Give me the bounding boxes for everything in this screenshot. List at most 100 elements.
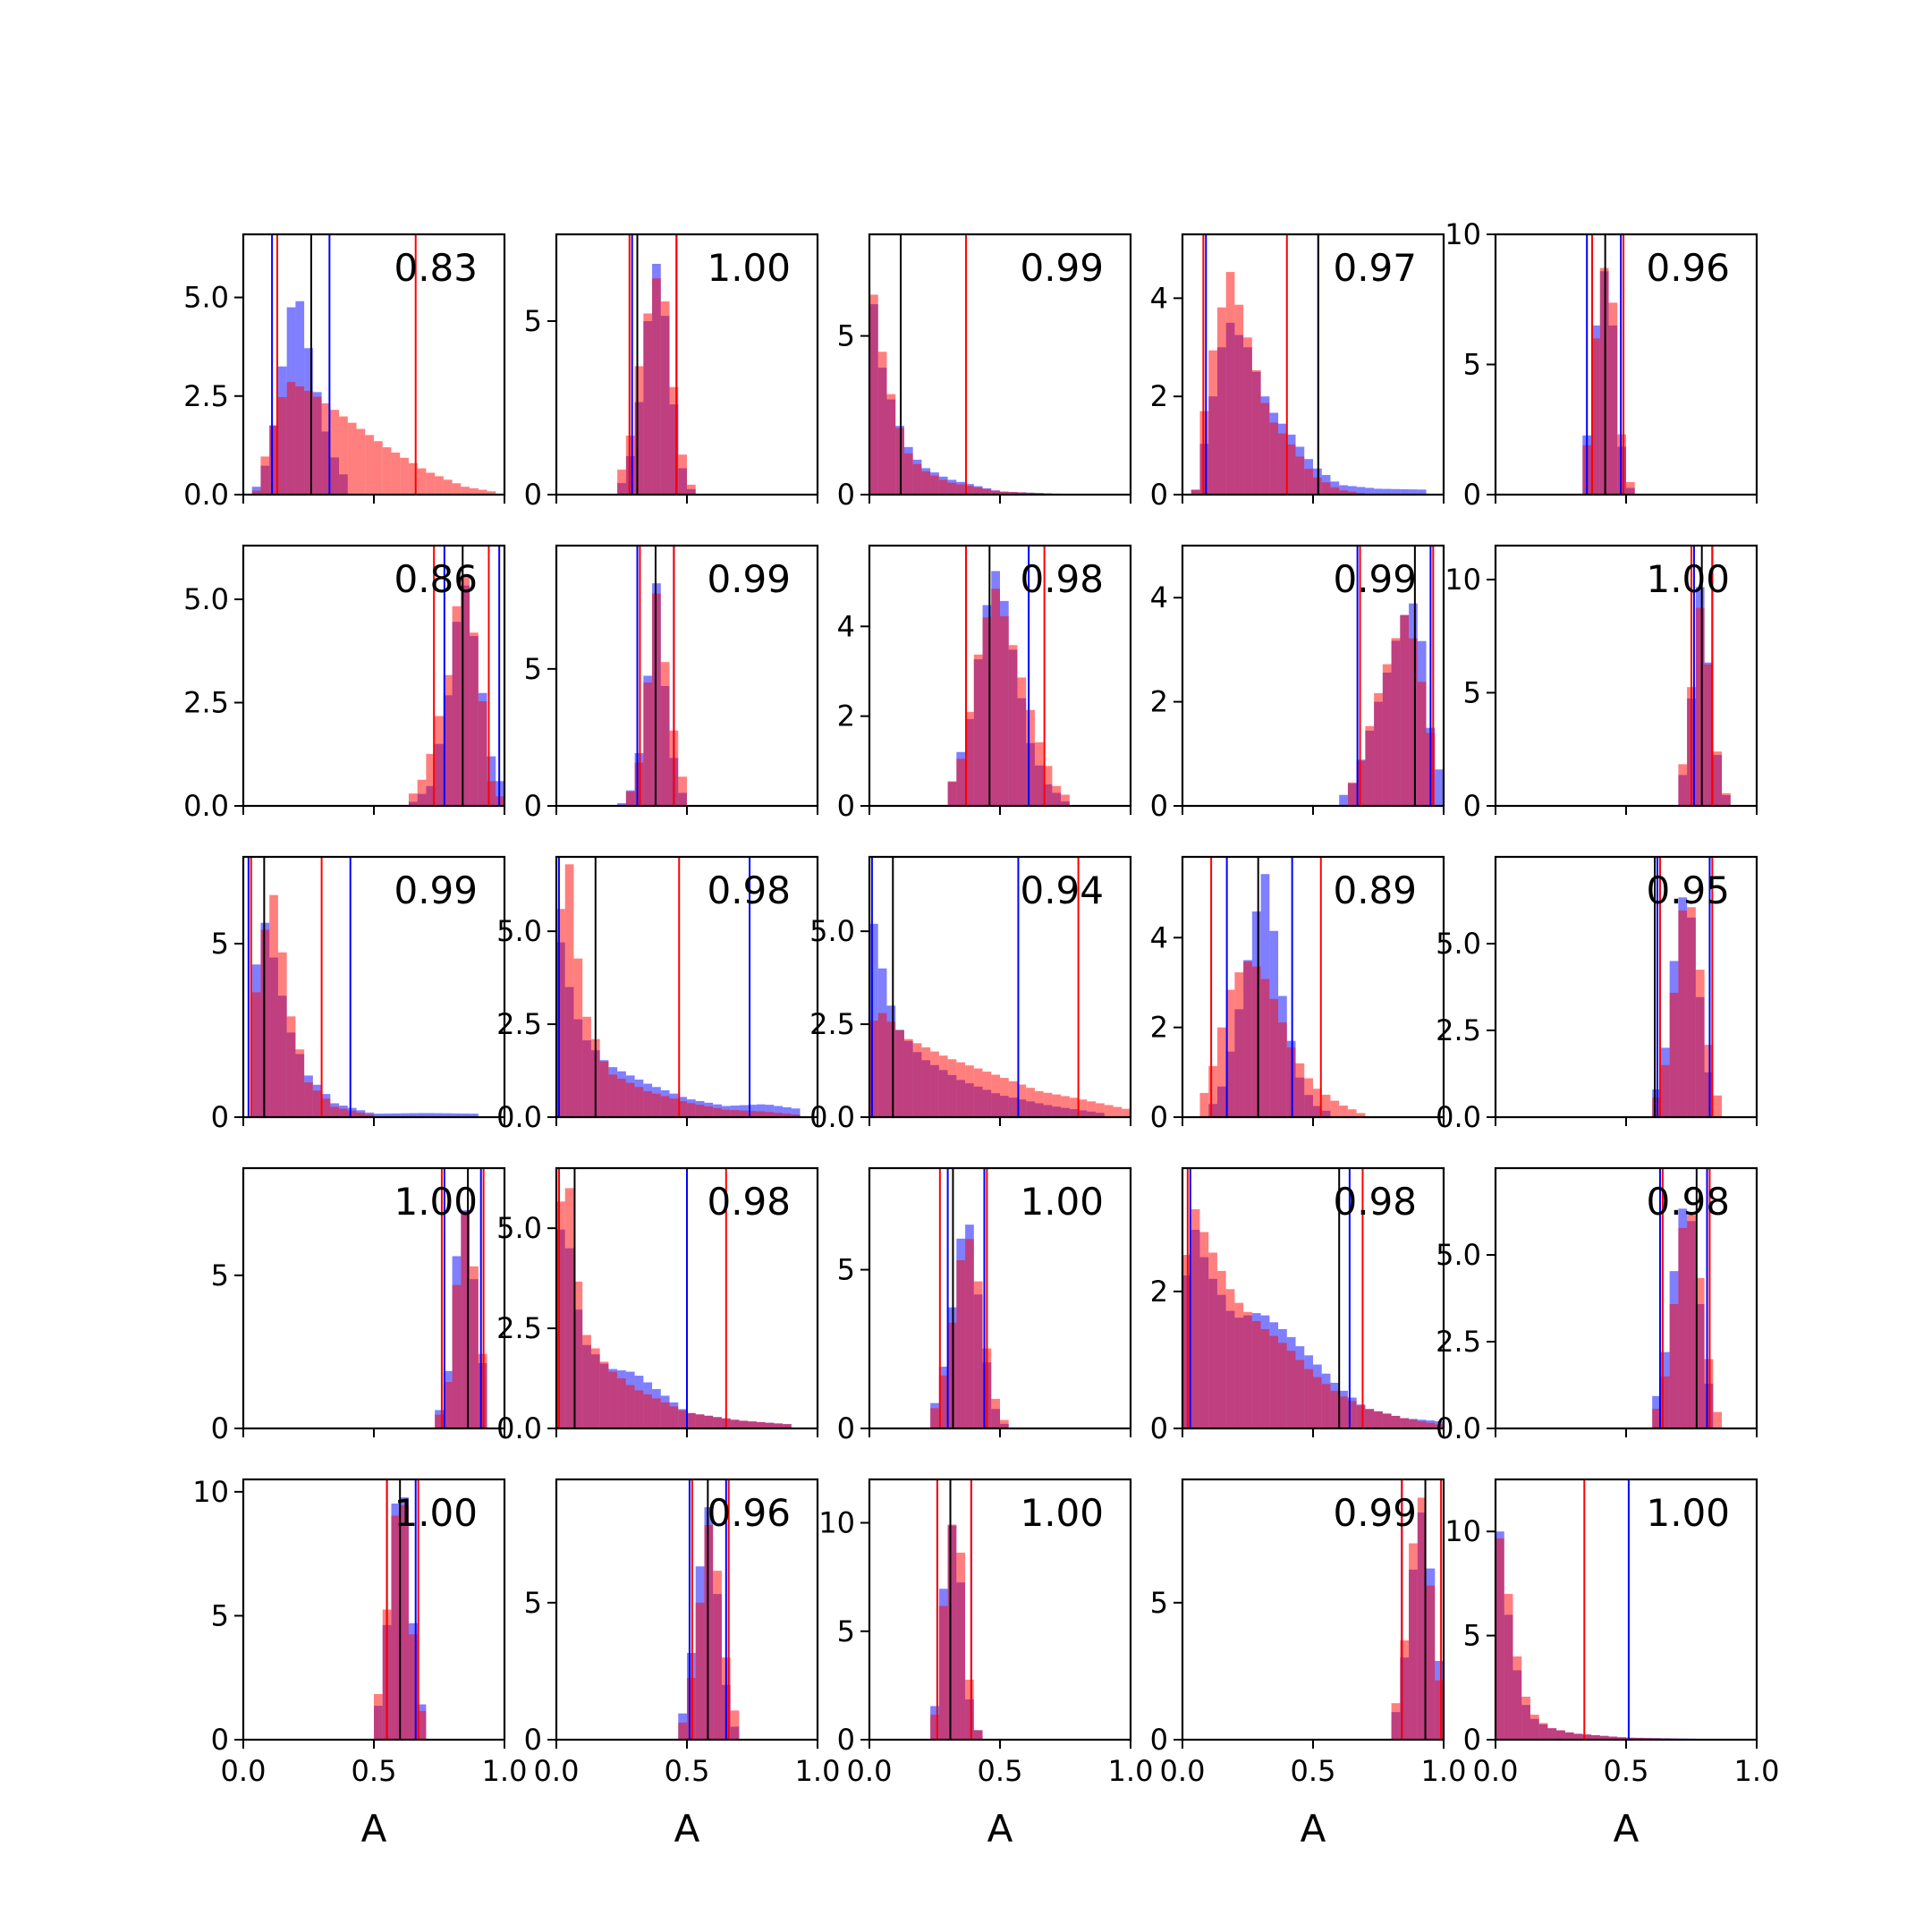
y-tick-label: 5 [1463, 1619, 1481, 1653]
y-tick-label: 0 [211, 1723, 229, 1757]
red-bar [1382, 1413, 1392, 1428]
red-bar [1669, 1303, 1679, 1428]
red-bar [1538, 1723, 1548, 1740]
red-bar [461, 487, 470, 495]
red-bar [947, 781, 957, 806]
red-bar [756, 1111, 766, 1117]
red-bar [625, 1385, 635, 1428]
subplot-r5-c2: 0.0 0.5 1.0 0 5 0.96 [524, 1478, 841, 1788]
blue-bar [1435, 769, 1444, 806]
red-bar [1504, 1594, 1513, 1740]
blue-bar [391, 1113, 401, 1117]
y-tick-label: 5.0 [809, 914, 855, 948]
red-bar [1347, 491, 1357, 495]
red-bar [956, 758, 966, 806]
red-bar [1391, 1703, 1401, 1740]
blue-bar [408, 1113, 418, 1117]
subplot-r3-c3: 0.0 2.5 5.0 0.94 [809, 855, 1132, 1134]
red-bar [982, 1072, 992, 1117]
red-bar [678, 1100, 687, 1117]
red-bar [1435, 1680, 1444, 1740]
red-bars [1496, 1538, 1679, 1740]
red-bar [452, 483, 462, 495]
red-bar [1339, 490, 1348, 495]
red-bar [608, 1371, 618, 1428]
red-bar [895, 1030, 904, 1117]
blue-bar [487, 756, 496, 806]
red-bar [1321, 482, 1331, 495]
red-bar [1026, 1088, 1035, 1117]
red-bar [1713, 751, 1723, 806]
y-tick-label: 4 [837, 609, 855, 643]
red-bar [1278, 433, 1287, 495]
red-bar [1339, 1396, 1348, 1428]
red-bar [1087, 1101, 1097, 1117]
red-bar [1251, 1321, 1261, 1428]
y-tick-label: 5 [1463, 348, 1481, 382]
red-bar [678, 1722, 687, 1740]
red-bar [625, 1082, 635, 1117]
x-axis-label: A [361, 1807, 387, 1851]
red-bar [1426, 1422, 1436, 1428]
red-bar [1626, 1737, 1635, 1740]
subplot-r5-c4: 0.0 0.5 1.0 0 5 0.99 [1150, 1478, 1466, 1788]
score-label: 0.97 [1333, 246, 1417, 290]
red-bar [608, 1074, 618, 1117]
y-tick-label: 0 [1150, 1411, 1168, 1445]
red-bar [347, 422, 357, 495]
red-bar [1374, 1411, 1383, 1428]
score-label: 0.96 [1646, 246, 1730, 290]
blue-bar [765, 1105, 775, 1117]
red-bar [634, 1087, 644, 1117]
x-tick-label: 1.0 [1108, 1754, 1154, 1788]
red-bar [295, 386, 305, 495]
red-bar [1347, 782, 1357, 806]
red-bar [1034, 1090, 1044, 1117]
red-bar [1043, 1092, 1053, 1117]
red-bar [365, 435, 374, 495]
red-bar [1295, 1360, 1305, 1428]
red-bar [461, 575, 470, 806]
red-bar [1304, 469, 1313, 495]
x-tick-label: 1.0 [795, 1754, 841, 1788]
red-bar [1260, 402, 1270, 495]
red-bar [1122, 1108, 1131, 1117]
y-tick-label: 2.5 [496, 1311, 542, 1345]
y-tick-label: 5 [1463, 675, 1481, 709]
blue-bar [461, 1113, 470, 1117]
x-axis-label: A [1614, 1807, 1640, 1851]
red-bar [443, 674, 453, 806]
red-bar [1234, 1302, 1244, 1428]
x-tick-label: 0.5 [1291, 1754, 1336, 1788]
red-bar [374, 441, 383, 495]
y-tick-label: 0 [1463, 478, 1481, 512]
score-label: 1.00 [707, 246, 791, 290]
red-bar [739, 1420, 749, 1428]
red-bar [1722, 792, 1731, 806]
red-bar [391, 452, 401, 495]
subplot-r1-c5: 0 5 10 0.96 [1445, 217, 1758, 512]
red-bar [1078, 1099, 1088, 1117]
red-bar [1000, 615, 1009, 806]
red-bar [1417, 1497, 1427, 1740]
red-bar [634, 366, 644, 495]
red-bar [1409, 1419, 1418, 1428]
red-bar [1043, 766, 1053, 806]
red-bar [1713, 1411, 1723, 1428]
y-tick-label: 5.0 [1436, 1238, 1481, 1272]
score-label: 0.94 [1020, 869, 1104, 912]
red-bars [251, 382, 496, 495]
red-bar [687, 484, 696, 495]
red-bar [1113, 1106, 1123, 1117]
red-bar [408, 1634, 418, 1740]
y-tick-label: 5 [837, 1253, 855, 1287]
red-bar [1243, 1311, 1252, 1428]
red-bar [1225, 1289, 1235, 1428]
red-bar [669, 386, 679, 495]
red-bar [426, 753, 436, 806]
blue-bar [382, 1113, 392, 1117]
y-tick-label: 0 [211, 1100, 229, 1134]
red-bar [1286, 444, 1296, 495]
y-tick-label: 5.0 [496, 1211, 542, 1245]
